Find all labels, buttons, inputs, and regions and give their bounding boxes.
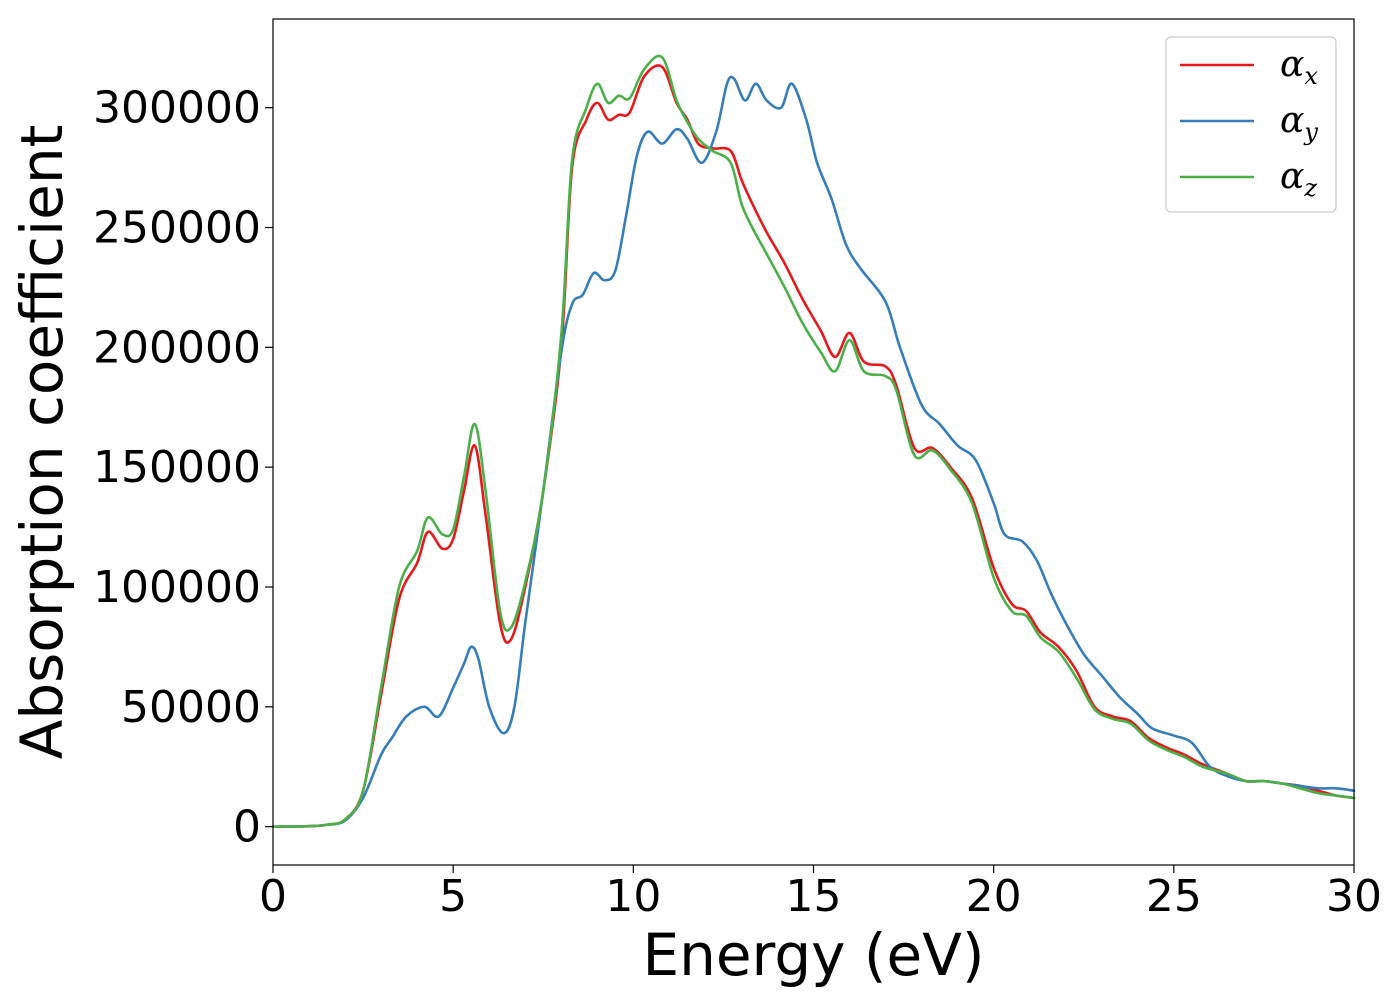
y-tick-label: 50000	[121, 682, 261, 733]
y-tick-label: 100000	[93, 562, 261, 613]
series-line-y	[271, 75, 1356, 828]
x-axis-ticks: 0 5 10 15 20 25 30	[259, 865, 1382, 922]
y-tick-label: 150000	[93, 442, 261, 493]
legend-label-z: αz	[1280, 156, 1317, 202]
legend-box	[1165, 36, 1337, 213]
y-tick-label: 250000	[93, 203, 261, 254]
y-tick-label: 300000	[93, 83, 261, 134]
y-tick-label: 0	[233, 802, 261, 853]
x-tick-label: 5	[439, 871, 467, 922]
x-tick-label: 25	[1146, 871, 1202, 922]
series-line-z	[271, 54, 1356, 828]
x-tick-label: 20	[966, 871, 1022, 922]
x-tick-label: 15	[786, 871, 842, 922]
y-axis-label: Absorption coefficient	[8, 125, 76, 760]
x-tick-label: 30	[1326, 871, 1382, 922]
x-axis-label: Energy (eV)	[642, 921, 984, 989]
x-tick-label: 10	[605, 871, 661, 922]
y-axis-ticks: 0 50000 100000 150000 200000 250000 300000	[93, 83, 273, 853]
x-tick-label: 0	[259, 871, 287, 922]
series-line-x	[271, 64, 1356, 828]
series-layer	[271, 54, 1356, 828]
y-tick-label: 200000	[93, 322, 261, 373]
